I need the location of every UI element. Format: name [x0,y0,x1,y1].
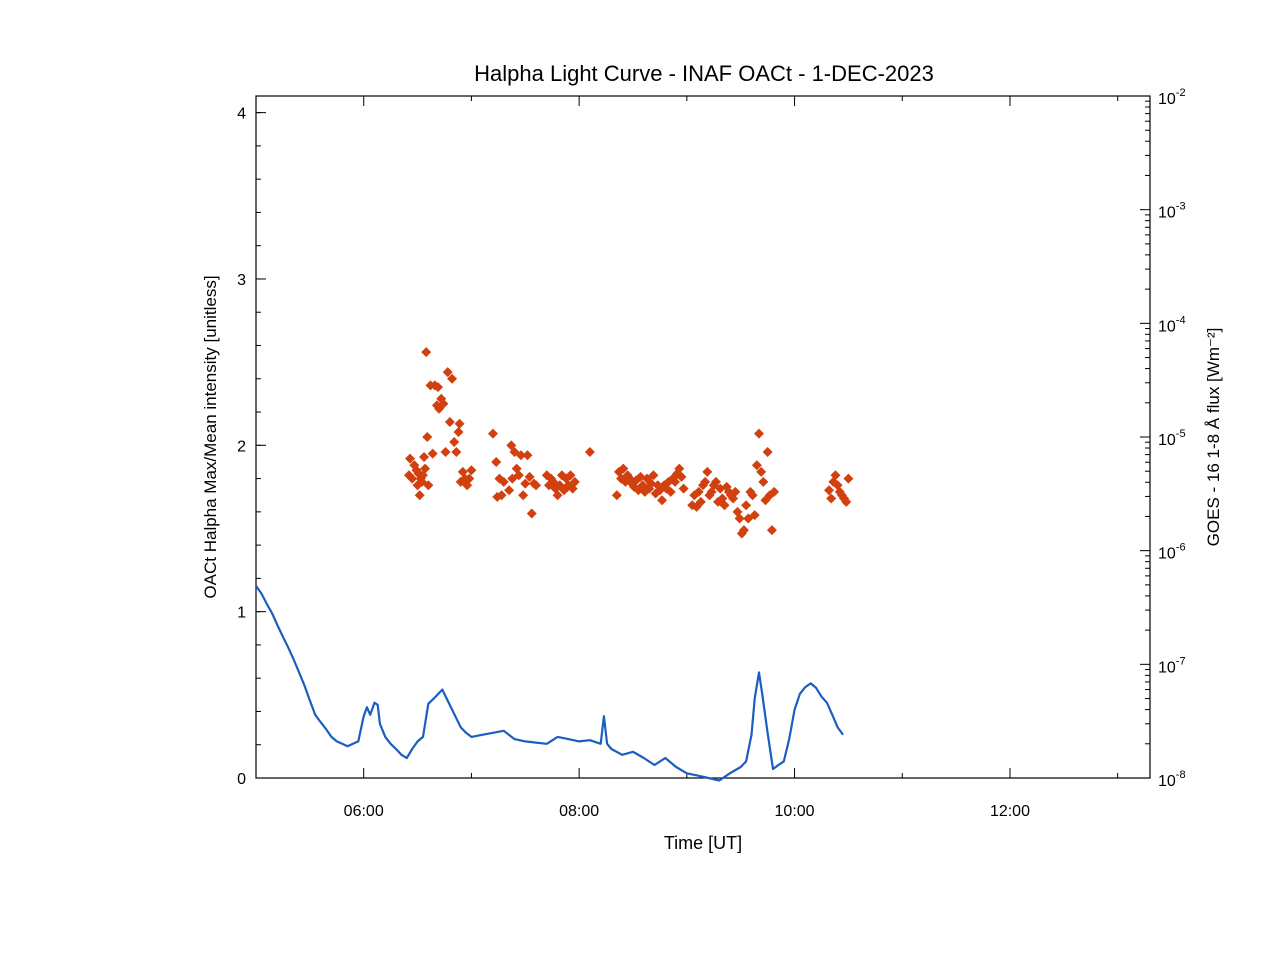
y2-tick-label: 10-6 [1158,542,1186,563]
halpha-point [451,446,462,457]
y-axis-label: OACt Halpha Max/Mean intensity [unitless… [201,275,220,598]
halpha-point [496,490,507,501]
halpha-point [423,480,434,491]
halpha-point [420,463,431,474]
halpha-point [676,471,687,482]
chart-title: Halpha Light Curve - INAF OACt - 1-DEC-2… [474,61,934,86]
halpha-point [730,486,741,497]
halpha-point [569,476,580,487]
halpha-point [700,476,711,487]
y-tick-label: 4 [237,106,246,123]
halpha-point [506,440,517,451]
halpha-point [442,367,453,378]
halpha-point [657,495,668,506]
halpha-point [843,473,854,484]
halpha-point [552,490,563,501]
halpha-point [515,450,526,461]
halpha-point [738,525,749,536]
y2-tick-label: 10-3 [1158,201,1186,222]
halpha-point [762,446,773,457]
halpha-point [405,453,416,464]
halpha-point [769,486,780,497]
halpha-point [419,451,430,462]
halpha-point [504,485,515,496]
halpha-point [693,486,704,497]
halpha-point [407,473,418,484]
halpha-point [522,450,533,461]
y-tick-label: 3 [237,272,246,289]
x-tick-label: 08:00 [559,803,599,820]
y2-tick-label: 10-4 [1158,314,1186,335]
halpha-point [747,490,758,501]
halpha-point [524,471,535,482]
halpha-point [749,510,760,521]
halpha-point [513,470,524,481]
halpha-point [648,470,659,481]
halpha-point [491,456,502,467]
y2-axis-label: GOES - 16 1-8 Å flux [Wm⁻²] [1204,328,1223,547]
halpha-point [830,470,841,481]
y2-tick-label: 10-2 [1158,87,1186,108]
x-tick-label: 06:00 [344,803,384,820]
x-tick-label: 12:00 [990,803,1030,820]
halpha-point [518,490,529,501]
halpha-point [702,466,713,477]
halpha-point [741,500,752,511]
series-layer [255,347,854,782]
y2-tick-label: 10-5 [1158,428,1186,449]
halpha-point [433,382,444,393]
halpha-point [487,428,498,439]
halpha-point [526,508,537,519]
halpha-point [766,525,777,536]
halpha-point [421,347,432,358]
halpha-point [464,473,475,484]
halpha-point [449,436,460,447]
goes-flux-line [255,585,844,782]
x-axis-label: Time [UT] [664,833,742,853]
halpha-point [447,373,458,384]
halpha-point [669,476,680,487]
halpha-point [826,493,837,504]
halpha-point [444,417,455,428]
y2-tick-label: 10-7 [1158,655,1186,676]
halpha-point [756,466,767,477]
halpha-point [498,476,509,487]
halpha-point [520,478,531,489]
halpha-point [454,418,465,429]
halpha-point [678,483,689,494]
halpha-point [841,496,852,507]
halpha-point [438,398,449,409]
halpha-point [719,500,730,511]
halpha-point [751,460,762,471]
halpha-point [427,448,438,459]
halpha-point [466,465,477,476]
halpha-point [674,463,685,474]
halpha-point [695,496,706,507]
halpha-point [618,463,629,474]
axis-ticks: 06:00 08:00 10:00 12:00 0 1 2 3 4 10-8 10-7 10-6 10-… [237,87,1185,820]
x-tick-label: 10:00 [775,803,815,820]
halpha-point [422,432,433,442]
halpha-point [611,490,622,501]
halpha-point [824,485,835,496]
halpha-point [440,446,451,457]
halpha-point [754,428,765,439]
y-tick-label: 1 [237,605,246,622]
halpha-point [453,427,464,438]
halpha-point [665,486,676,497]
halpha-point [565,470,576,481]
halpha-point [710,476,721,487]
halpha-point [414,490,425,501]
y-tick-label: 2 [237,438,246,455]
halpha-point [531,480,542,491]
halpha-point [758,476,769,487]
y-tick-label: 0 [237,771,246,788]
halpha-point [584,446,595,457]
halpha-point [734,513,745,524]
y2-tick-label: 10-8 [1158,769,1186,790]
